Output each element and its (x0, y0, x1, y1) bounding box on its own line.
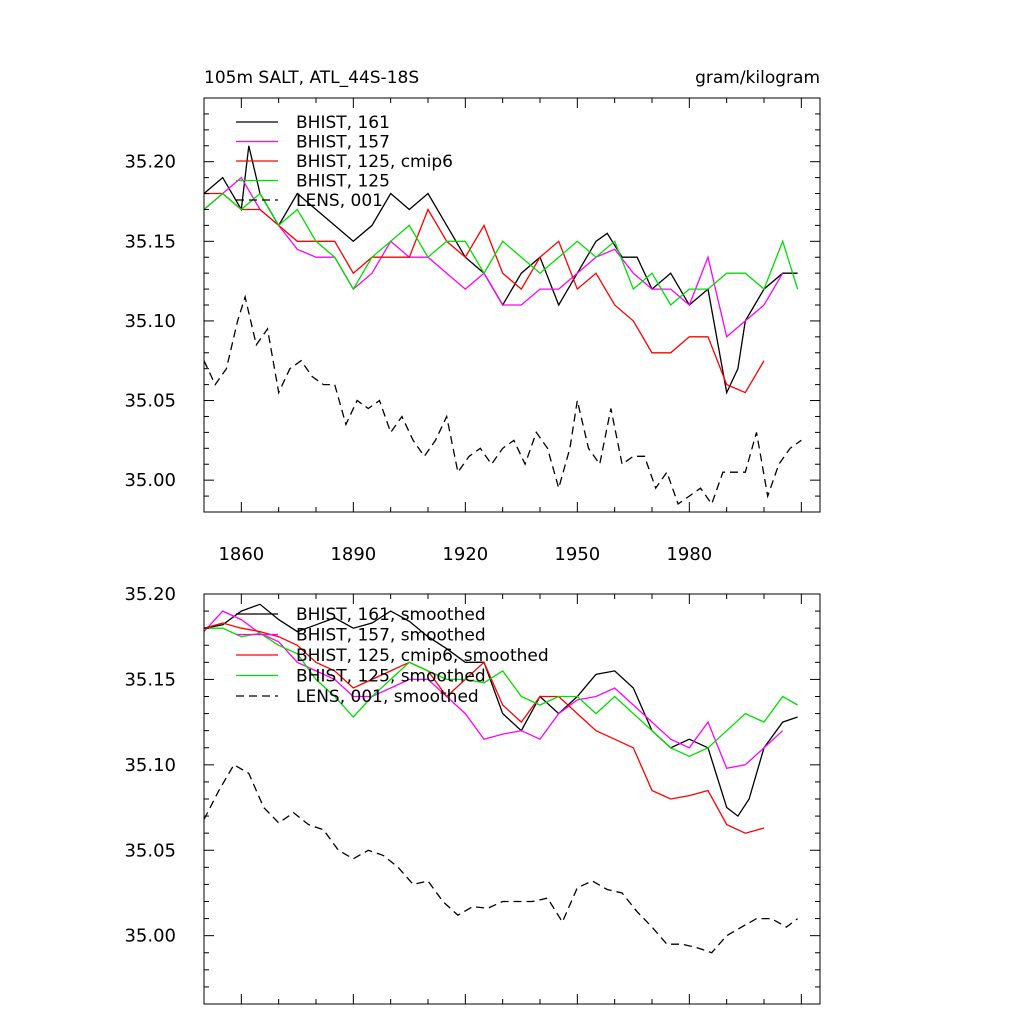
y-tick-label: 35.15 (124, 669, 176, 690)
top-series-group (203, 145, 802, 506)
legend-label: BHIST, 161 (296, 113, 390, 133)
legend-label: BHIST, 161, smoothed (296, 605, 486, 625)
series-line-1 (203, 176, 784, 338)
bottom-axes: 35.00 35.05 35.10 35.15 35.20 (124, 584, 821, 1005)
y-tick-label: 35.20 (124, 584, 176, 605)
series-line-3 (204, 627, 798, 758)
y-tick-label: 35.10 (124, 311, 176, 332)
top-axes: 35.00 35.05 35.10 35.15 35.20 1860 1890 1920 195… (124, 97, 821, 565)
y-tick-label: 35.00 (124, 470, 176, 491)
x-tick-label: 1920 (442, 544, 488, 565)
y-tick-label: 35.05 (124, 840, 176, 861)
bottom-series-group (203, 603, 798, 954)
y-tick-label: 35.20 (124, 152, 176, 173)
x-tick-label: 1890 (330, 544, 376, 565)
legend-label: BHIST, 157, smoothed (296, 626, 486, 646)
panel-top: 105m SALT, ATL_44S-18S gram/kilogram 35.… (124, 68, 821, 565)
series-line-2 (203, 622, 765, 834)
series-line-4 (203, 763, 798, 954)
legend-label: LENS, 001, smoothed (296, 687, 479, 707)
legend-label: BHIST, 157 (296, 133, 390, 153)
y-tick-label: 35.15 (124, 231, 176, 252)
y-tick-label: 35.00 (124, 926, 176, 947)
x-tick-label: 1950 (554, 544, 600, 565)
series-line-0 (203, 603, 798, 818)
panel-bottom: 35.00 35.05 35.10 35.15 35.20 BHIST, 161, sm… (124, 584, 821, 1005)
legend-label: BHIST, 125, cmip6 (296, 152, 453, 172)
x-tick-label: 1980 (666, 544, 712, 565)
legend-label: BHIST, 125, cmip6, smoothed (296, 646, 549, 666)
series-line-4 (203, 294, 802, 506)
y-tick-label: 35.10 (124, 755, 176, 776)
legend-label: LENS, 001 (296, 191, 383, 211)
series-line-1 (203, 610, 784, 770)
chart-units: gram/kilogram (695, 68, 820, 88)
y-tick-label: 35.05 (124, 391, 176, 412)
legend-label: BHIST, 125 (296, 172, 390, 192)
chart-title: 105m SALT, ATL_44S-18S (204, 68, 419, 88)
x-tick-label: 1860 (218, 544, 264, 565)
series-line-2 (204, 192, 765, 394)
series-line-3 (203, 192, 799, 306)
series-line-0 (203, 145, 798, 395)
legend-label: BHIST, 125, smoothed (296, 667, 486, 687)
